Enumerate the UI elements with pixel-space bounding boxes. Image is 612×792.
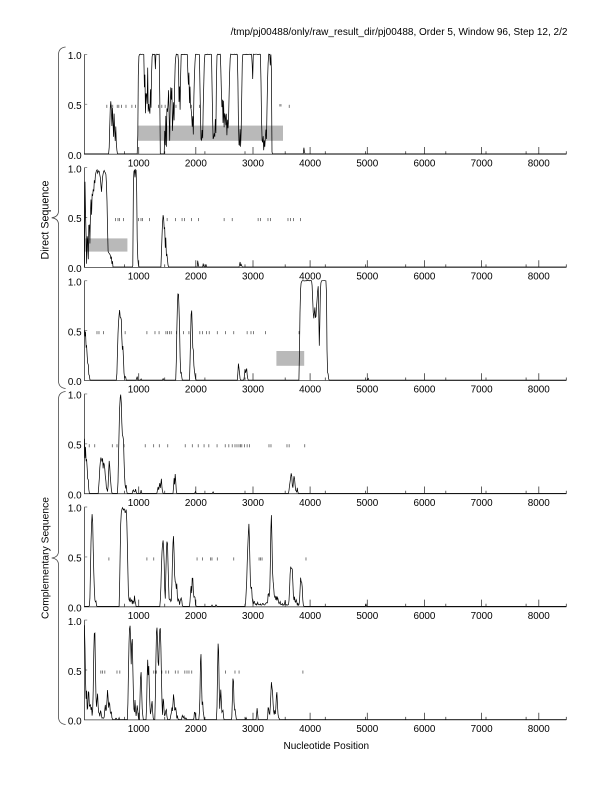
svg-text:Complementary Sequence: Complementary Sequence bbox=[40, 497, 51, 619]
svg-text:5000: 5000 bbox=[356, 498, 378, 509]
svg-text:3000: 3000 bbox=[242, 498, 264, 509]
svg-text:Direct Sequence: Direct Sequence bbox=[39, 180, 51, 259]
svg-text:7000: 7000 bbox=[471, 498, 493, 509]
svg-text:/tmp/pj00488/only/raw_result_d: /tmp/pj00488/only/raw_result_dir/pj00488… bbox=[231, 27, 568, 38]
svg-text:3000: 3000 bbox=[242, 385, 264, 396]
svg-text:0.0: 0.0 bbox=[68, 151, 82, 162]
svg-text:7000: 7000 bbox=[471, 271, 493, 282]
svg-text:1.0: 1.0 bbox=[68, 617, 82, 628]
svg-text:0.5: 0.5 bbox=[68, 440, 82, 451]
svg-text:2000: 2000 bbox=[185, 611, 207, 622]
svg-text:8000: 8000 bbox=[528, 498, 550, 509]
svg-text:1.0: 1.0 bbox=[68, 51, 82, 62]
svg-text:7000: 7000 bbox=[471, 724, 493, 735]
svg-text:2000: 2000 bbox=[185, 385, 207, 396]
svg-text:1.0: 1.0 bbox=[68, 277, 82, 288]
svg-text:8000: 8000 bbox=[528, 724, 550, 735]
svg-text:2000: 2000 bbox=[185, 724, 207, 735]
svg-text:6000: 6000 bbox=[413, 724, 435, 735]
svg-text:6000: 6000 bbox=[413, 271, 435, 282]
svg-text:3000: 3000 bbox=[242, 271, 264, 282]
svg-text:8000: 8000 bbox=[528, 611, 550, 622]
svg-text:0.5: 0.5 bbox=[68, 554, 82, 565]
svg-text:1000: 1000 bbox=[128, 158, 150, 169]
svg-text:6000: 6000 bbox=[413, 611, 435, 622]
svg-text:5000: 5000 bbox=[356, 271, 378, 282]
svg-text:3000: 3000 bbox=[242, 158, 264, 169]
svg-text:5000: 5000 bbox=[356, 724, 378, 735]
svg-text:4000: 4000 bbox=[299, 498, 321, 509]
svg-text:2000: 2000 bbox=[185, 158, 207, 169]
svg-text:8000: 8000 bbox=[528, 158, 550, 169]
svg-text:1.0: 1.0 bbox=[68, 164, 82, 175]
svg-text:4000: 4000 bbox=[299, 611, 321, 622]
svg-text:0.5: 0.5 bbox=[68, 214, 82, 225]
svg-text:0.0: 0.0 bbox=[68, 604, 82, 615]
svg-text:0.5: 0.5 bbox=[68, 667, 82, 678]
svg-text:8000: 8000 bbox=[528, 385, 550, 396]
svg-text:5000: 5000 bbox=[356, 158, 378, 169]
svg-text:1000: 1000 bbox=[128, 385, 150, 396]
svg-text:6000: 6000 bbox=[413, 158, 435, 169]
svg-text:5000: 5000 bbox=[356, 385, 378, 396]
svg-text:7000: 7000 bbox=[471, 385, 493, 396]
svg-text:0.0: 0.0 bbox=[68, 717, 82, 728]
svg-text:0.5: 0.5 bbox=[68, 101, 82, 112]
svg-text:3000: 3000 bbox=[242, 724, 264, 735]
svg-text:Nucleotide Position: Nucleotide Position bbox=[283, 741, 369, 752]
svg-text:1.0: 1.0 bbox=[68, 391, 82, 402]
svg-text:0.5: 0.5 bbox=[68, 327, 82, 338]
svg-text:0.0: 0.0 bbox=[68, 377, 82, 388]
svg-text:1000: 1000 bbox=[128, 611, 150, 622]
svg-text:2000: 2000 bbox=[185, 498, 207, 509]
svg-text:4000: 4000 bbox=[299, 158, 321, 169]
svg-text:1000: 1000 bbox=[128, 724, 150, 735]
svg-text:8000: 8000 bbox=[528, 271, 550, 282]
svg-text:0.0: 0.0 bbox=[68, 264, 82, 275]
svg-text:4000: 4000 bbox=[299, 271, 321, 282]
svg-text:4000: 4000 bbox=[299, 385, 321, 396]
svg-text:7000: 7000 bbox=[471, 611, 493, 622]
svg-text:1000: 1000 bbox=[128, 271, 150, 282]
svg-text:1.0: 1.0 bbox=[68, 504, 82, 515]
svg-text:0.0: 0.0 bbox=[68, 490, 82, 501]
svg-text:5000: 5000 bbox=[356, 611, 378, 622]
svg-text:6000: 6000 bbox=[413, 385, 435, 396]
svg-text:7000: 7000 bbox=[471, 158, 493, 169]
svg-text:3000: 3000 bbox=[242, 611, 264, 622]
svg-text:4000: 4000 bbox=[299, 724, 321, 735]
svg-text:1000: 1000 bbox=[128, 498, 150, 509]
svg-text:6000: 6000 bbox=[413, 498, 435, 509]
svg-text:2000: 2000 bbox=[185, 271, 207, 282]
